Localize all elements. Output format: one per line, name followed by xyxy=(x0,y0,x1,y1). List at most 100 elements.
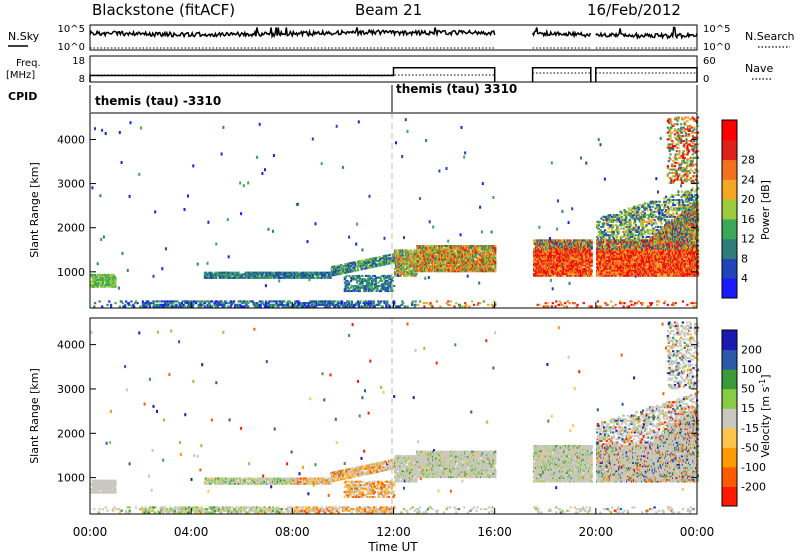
power-cell xyxy=(418,197,421,200)
power-cell xyxy=(387,276,390,279)
power-cell xyxy=(428,220,431,224)
power-cell xyxy=(374,286,377,289)
power-cell xyxy=(230,303,233,306)
power-cell xyxy=(224,276,227,279)
power-cell xyxy=(148,305,152,308)
power-cell xyxy=(122,305,125,308)
power-cell xyxy=(375,256,378,259)
power-cell xyxy=(93,275,96,278)
power-cell xyxy=(464,245,467,248)
power-cell xyxy=(287,303,290,306)
power-cell xyxy=(356,290,359,293)
power-cell xyxy=(197,305,200,308)
power-cell xyxy=(402,266,405,269)
power-cell xyxy=(286,275,289,278)
power-cell xyxy=(374,283,377,286)
power-cell xyxy=(479,253,482,256)
power-cell xyxy=(289,302,292,305)
power-cell xyxy=(420,266,423,269)
power-cell xyxy=(412,271,415,274)
power-cell xyxy=(415,267,418,270)
power-cell xyxy=(293,275,296,278)
power-cell xyxy=(596,300,599,303)
power-cell xyxy=(388,283,391,286)
power-cell xyxy=(296,202,299,206)
power-cell xyxy=(212,302,215,305)
power-cell xyxy=(289,305,292,308)
power-cell xyxy=(438,169,441,173)
power-cell xyxy=(286,276,289,279)
power-cell xyxy=(363,264,366,267)
power-cell xyxy=(331,274,334,277)
power-cell xyxy=(360,268,363,271)
power-cell xyxy=(346,279,349,282)
power-cell xyxy=(364,262,368,265)
power-cell xyxy=(251,273,254,276)
power-cell xyxy=(320,302,323,305)
power-cell xyxy=(369,305,372,308)
power-cell xyxy=(96,280,99,283)
power-cell xyxy=(164,300,167,303)
power-scatter xyxy=(90,116,700,308)
power-cell xyxy=(414,303,417,306)
power-cell xyxy=(303,273,306,276)
power-cell xyxy=(114,283,117,286)
power-cell xyxy=(473,270,476,273)
power-cell xyxy=(121,302,124,305)
power-cell xyxy=(321,273,324,276)
power-cell xyxy=(195,302,198,305)
power-cell xyxy=(332,302,335,305)
power-cell xyxy=(199,300,202,303)
power-cell xyxy=(365,279,368,282)
power-cell xyxy=(400,267,403,270)
power-cell xyxy=(324,271,327,274)
power-cell xyxy=(432,225,435,229)
power-cell xyxy=(406,305,409,308)
power-cell xyxy=(428,303,431,306)
power-cell xyxy=(344,305,347,308)
power-cell xyxy=(270,271,273,274)
power-cell xyxy=(188,305,191,308)
power-cell xyxy=(94,273,97,276)
power-cell xyxy=(370,300,373,303)
power-cell xyxy=(237,271,240,274)
power-cell xyxy=(199,302,202,305)
power-cell xyxy=(418,300,422,303)
power-cell xyxy=(281,300,284,303)
power-cell xyxy=(215,242,218,246)
power-cell xyxy=(380,264,384,267)
power-cell xyxy=(366,286,369,289)
power-cell xyxy=(404,269,407,272)
power-cell xyxy=(395,141,397,145)
power-cell xyxy=(582,302,585,305)
power-cell xyxy=(349,263,352,266)
power-cell xyxy=(256,273,260,276)
power-cell xyxy=(445,270,448,273)
power-cell xyxy=(417,255,420,258)
power-cell xyxy=(102,282,105,285)
power-cell xyxy=(186,300,189,303)
power-cell xyxy=(157,300,160,303)
power-cell xyxy=(403,261,406,264)
power-cell xyxy=(345,263,348,266)
power-cell xyxy=(249,275,252,278)
power-cell xyxy=(363,262,366,265)
power-cell xyxy=(221,303,224,306)
power-cell xyxy=(286,273,289,276)
power-cell xyxy=(455,302,458,305)
power-cell xyxy=(407,272,410,275)
power-cell xyxy=(590,269,593,272)
power-cell xyxy=(457,261,461,264)
power-cell xyxy=(400,264,403,267)
power-cell xyxy=(359,261,362,264)
power-cell xyxy=(406,254,409,257)
power-cell xyxy=(347,267,350,270)
power-cell xyxy=(554,305,557,308)
power-cell xyxy=(288,271,291,274)
power-cell xyxy=(344,283,347,286)
power-cell xyxy=(428,255,431,258)
power-cell xyxy=(147,303,150,306)
power-cell xyxy=(357,276,360,279)
power-cell xyxy=(412,259,415,262)
power-cell xyxy=(458,305,461,308)
